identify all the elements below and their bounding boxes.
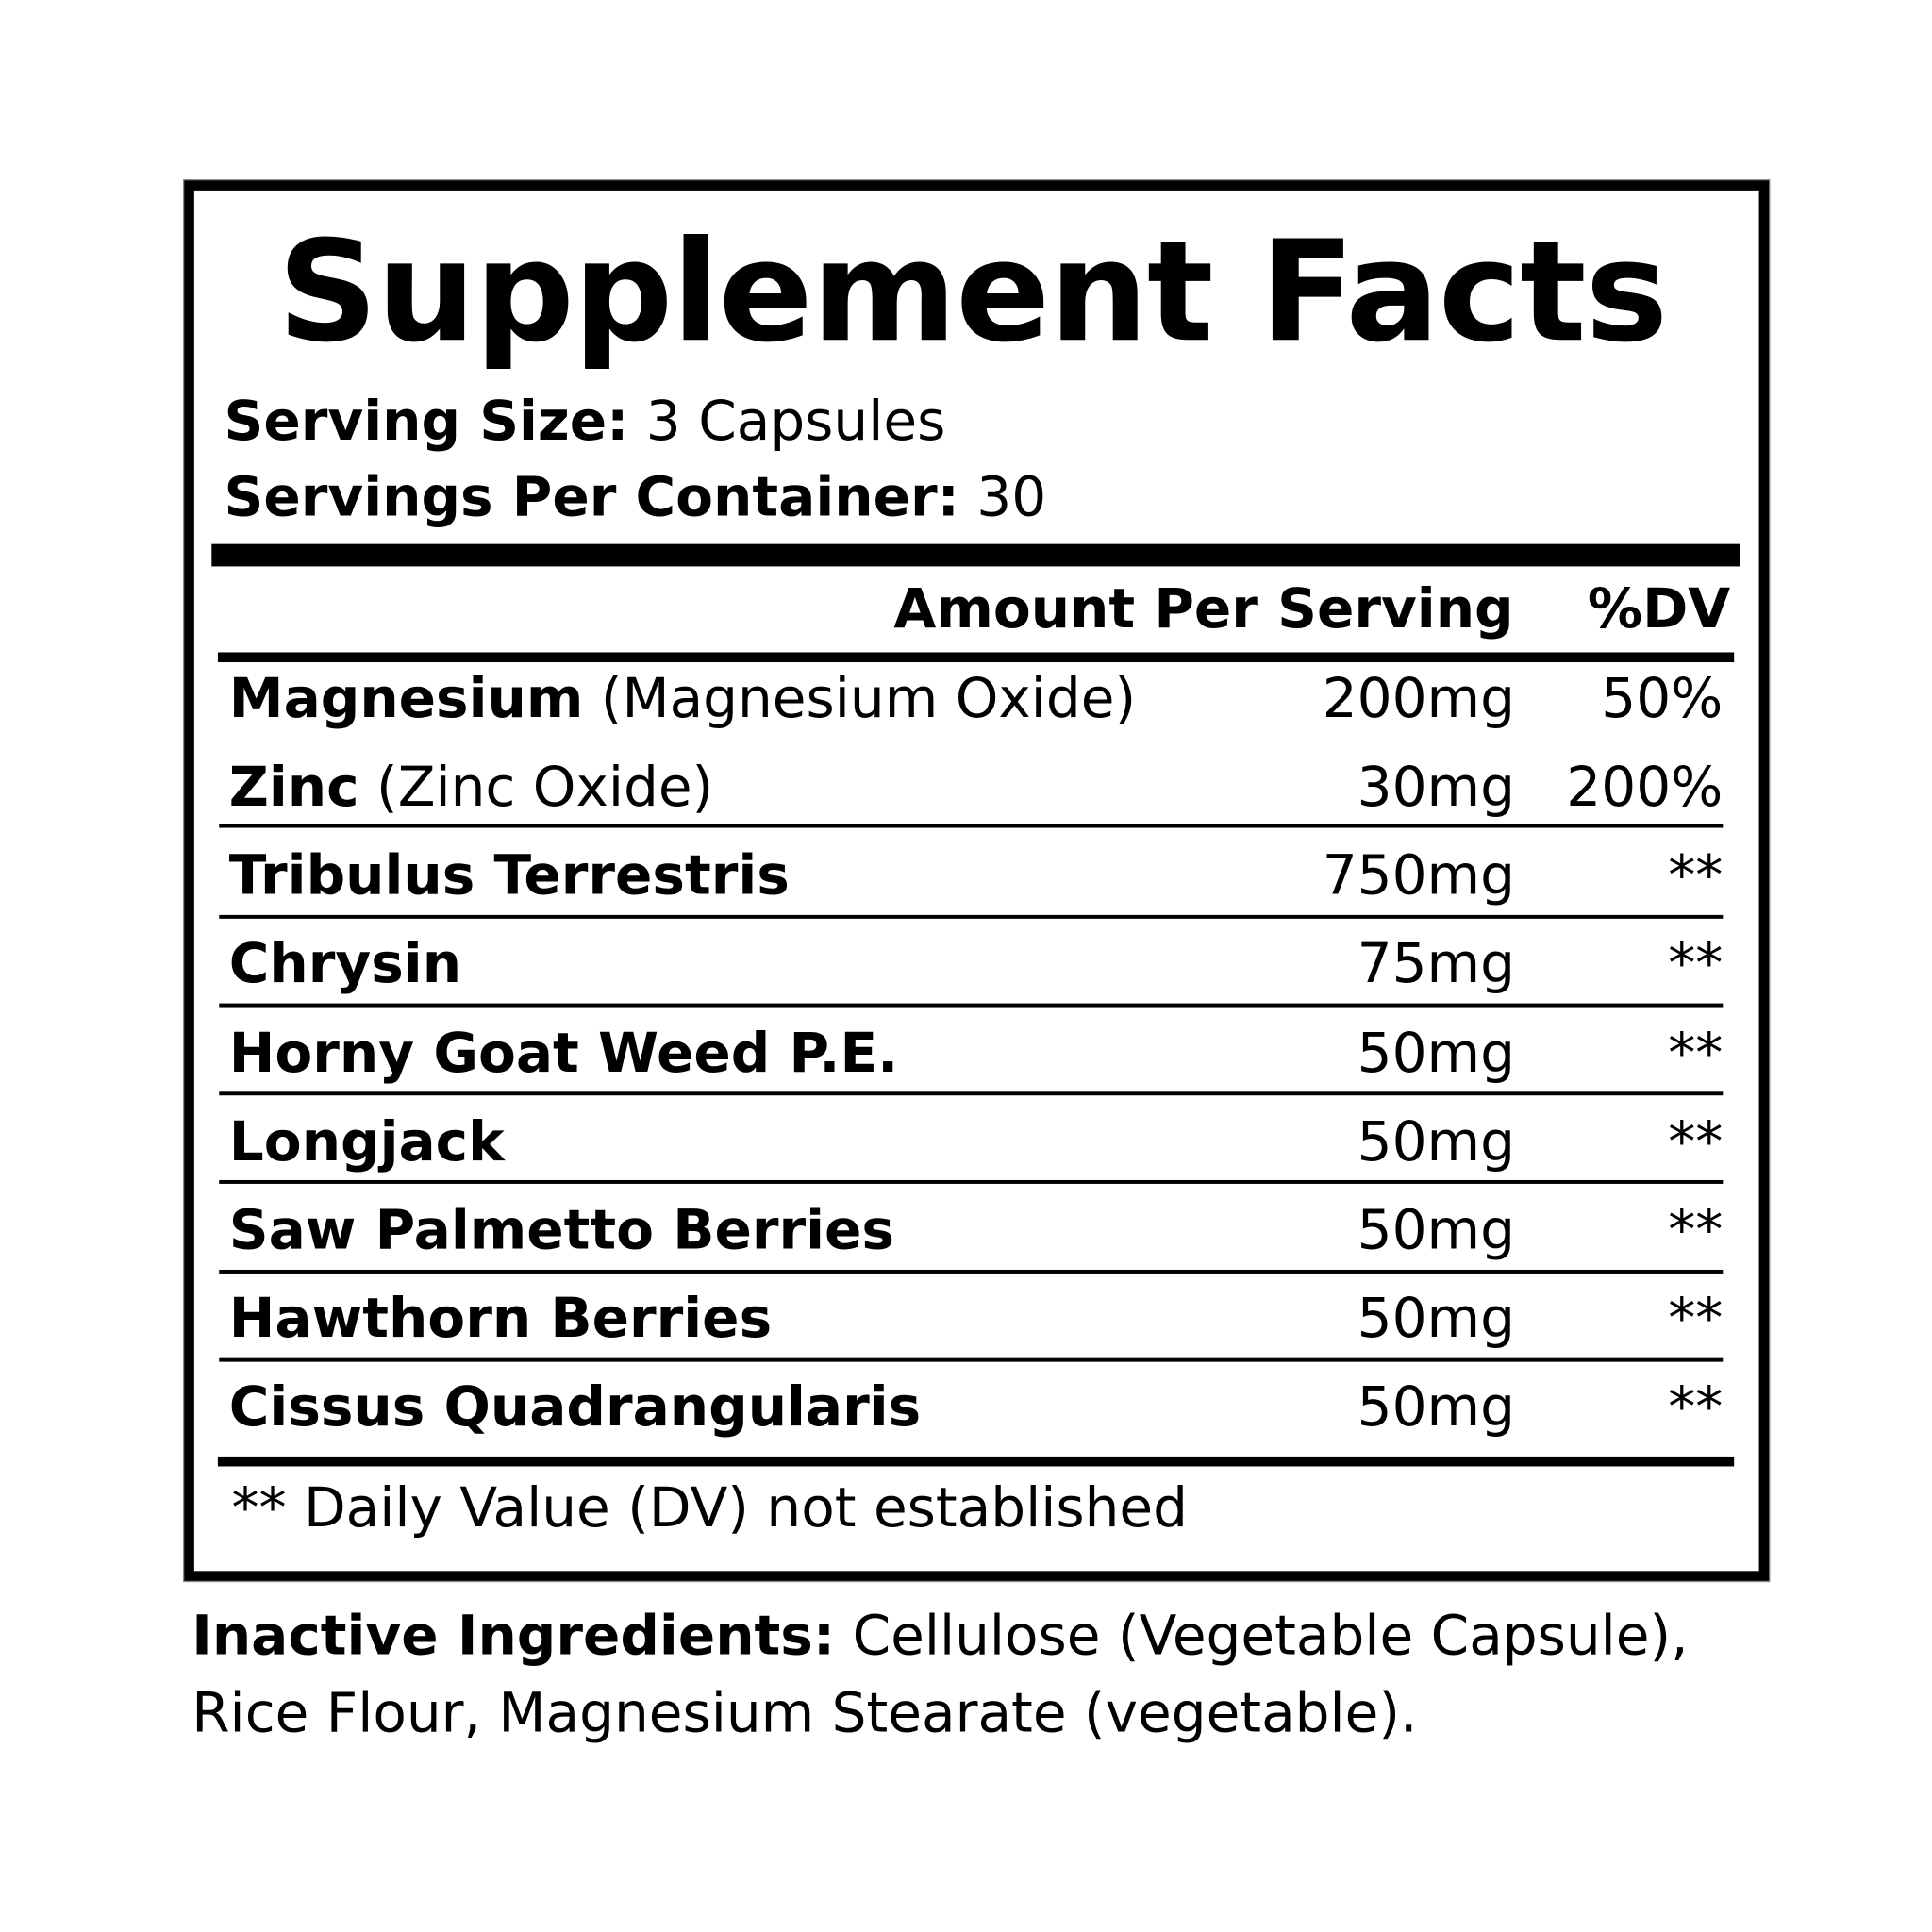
panel-title: Supplement Facts: [277, 211, 1668, 374]
table-row: Zinc (Zinc Oxide) 30mg 200%: [0, 753, 1932, 823]
table-row: Tribulus Terrestris 750mg **: [0, 841, 1932, 911]
ingredient-name: Hawthorn Berries: [228, 1287, 773, 1351]
serving-size-value: 3 Capsules: [645, 390, 946, 454]
ingredient-amount: 75mg: [1357, 932, 1515, 996]
ingredient-name: Zinc: [228, 755, 359, 820]
ingredient-dv: **: [1668, 1022, 1724, 1086]
ingredient-name-cell: Hawthorn Berries: [229, 1285, 772, 1355]
row-divider: [219, 1003, 1724, 1008]
ingredient-amount: 50mg: [1357, 1110, 1515, 1174]
ingredient-name: Tribulus Terrestris: [228, 843, 790, 908]
ingredient-name: Chrysin: [228, 932, 462, 996]
inactive-ingredients-line1: Inactive Ingredients: Cellulose (Vegetab…: [192, 1602, 1688, 1672]
table-row: Chrysin 75mg **: [0, 930, 1932, 1000]
ingredient-name-cell: Cissus Quadrangularis: [229, 1374, 921, 1443]
ingredient-dv: **: [1668, 1287, 1724, 1351]
ingredient-amount: 750mg: [1322, 843, 1515, 908]
row-divider: [219, 914, 1724, 919]
ingredient-dv: **: [1668, 1198, 1724, 1263]
ingredient-amount: 50mg: [1357, 1287, 1515, 1351]
header-amount: Amount Per Serving: [893, 577, 1514, 641]
ingredient-dv: **: [1668, 932, 1724, 996]
ingredient-dv: **: [1668, 1110, 1724, 1174]
thick-divider: [211, 543, 1740, 567]
servings-per-container-label: Servings Per Container:: [224, 465, 959, 529]
table-row: Hawthorn Berries 50mg **: [0, 1285, 1932, 1355]
ingredient-name-cell: Magnesium (Magnesium Oxide): [229, 665, 1136, 735]
table-row: Magnesium (Magnesium Oxide) 200mg 50%: [0, 665, 1932, 735]
ingredient-dv: **: [1668, 1375, 1724, 1440]
ingredient-amount: 200mg: [1322, 667, 1515, 731]
inactive-label: Inactive Ingredients:: [192, 1604, 836, 1669]
footnote: ** Daily Value (DV) not established: [231, 1476, 1189, 1541]
ingredient-amount: 50mg: [1357, 1198, 1515, 1263]
inactive-text-1: Cellulose (Vegetable Capsule),: [852, 1604, 1689, 1669]
ingredient-name-cell: Saw Palmetto Berries: [229, 1196, 894, 1266]
facts-panel-border: [184, 180, 1770, 1581]
serving-size-label: Serving Size:: [224, 390, 629, 454]
table-row: Longjack 50mg **: [0, 1108, 1932, 1177]
ingredient-dv: 50%: [1601, 667, 1724, 731]
ingredient-name-cell: Longjack: [229, 1108, 505, 1177]
servings-per-container-value: 30: [976, 465, 1047, 529]
ingredient-source: (Zinc Oxide): [376, 755, 714, 820]
inactive-ingredients-line2: Rice Flour, Magnesium Stearate (vegetabl…: [192, 1681, 1418, 1746]
row-divider: [219, 1091, 1724, 1096]
row-divider: [219, 1269, 1724, 1274]
ingredient-dv: **: [1668, 843, 1724, 908]
table-row: Saw Palmetto Berries 50mg **: [0, 1196, 1932, 1266]
table-row: Horny Goat Weed P.E. 50mg **: [0, 1020, 1932, 1090]
ingredient-name-cell: Tribulus Terrestris: [229, 841, 790, 911]
table-end-divider: [217, 1456, 1735, 1467]
ingredient-name: Longjack: [228, 1110, 505, 1174]
serving-size: Serving Size: 3 Capsules: [225, 387, 946, 457]
ingredient-name: Magnesium: [228, 667, 584, 731]
ingredient-name-cell: Horny Goat Weed P.E.: [229, 1020, 898, 1090]
ingredient-amount: 30mg: [1357, 755, 1515, 820]
ingredient-amount: 50mg: [1357, 1022, 1515, 1086]
ingredient-name: Cissus Quadrangularis: [228, 1375, 922, 1440]
header-divider: [217, 652, 1735, 663]
row-divider: [219, 1179, 1724, 1184]
ingredient-source: (Magnesium Oxide): [600, 667, 1137, 731]
ingredient-name-cell: Zinc (Zinc Oxide): [229, 753, 713, 823]
row-divider: [219, 824, 1724, 828]
header-dv: %DV: [1587, 577, 1731, 641]
ingredient-name: Horny Goat Weed P.E.: [228, 1022, 899, 1086]
servings-per-container: Servings Per Container: 30: [225, 463, 1047, 533]
table-row: Cissus Quadrangularis 50mg **: [0, 1374, 1932, 1443]
ingredient-amount: 50mg: [1357, 1375, 1515, 1440]
ingredient-dv: 200%: [1566, 755, 1724, 820]
row-divider: [219, 1357, 1724, 1362]
ingredient-name: Saw Palmetto Berries: [228, 1198, 894, 1263]
ingredient-name-cell: Chrysin: [229, 930, 461, 1000]
